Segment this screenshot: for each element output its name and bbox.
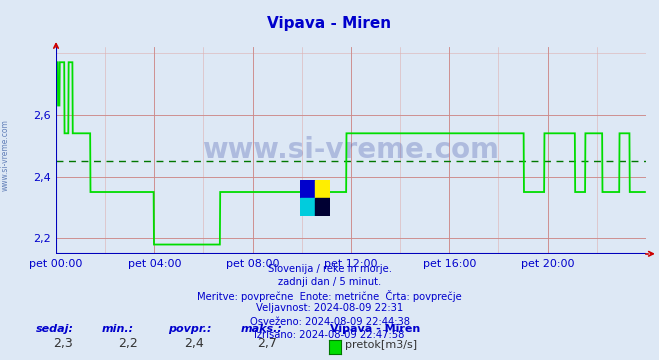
Text: Osveženo: 2024-08-09 22:44:38: Osveženo: 2024-08-09 22:44:38 bbox=[250, 317, 409, 327]
Text: www.si-vreme.com: www.si-vreme.com bbox=[202, 136, 500, 164]
Text: 2,7: 2,7 bbox=[257, 337, 277, 350]
Bar bbox=[315, 198, 330, 216]
Text: Vipava - Miren: Vipava - Miren bbox=[330, 324, 420, 334]
Bar bbox=[315, 180, 330, 198]
Text: zadnji dan / 5 minut.: zadnji dan / 5 minut. bbox=[278, 277, 381, 287]
Text: 2,2: 2,2 bbox=[119, 337, 138, 350]
Text: www.si-vreme.com: www.si-vreme.com bbox=[1, 119, 10, 191]
Text: Veljavnost: 2024-08-09 22:31: Veljavnost: 2024-08-09 22:31 bbox=[256, 303, 403, 314]
Text: min.:: min.: bbox=[102, 324, 134, 334]
Text: pretok[m3/s]: pretok[m3/s] bbox=[345, 340, 416, 350]
Text: Meritve: povprečne  Enote: metrične  Črta: povprečje: Meritve: povprečne Enote: metrične Črta:… bbox=[197, 290, 462, 302]
Text: Slovenija / reke in morje.: Slovenija / reke in morje. bbox=[268, 264, 391, 274]
Text: Vipava - Miren: Vipava - Miren bbox=[268, 16, 391, 31]
Text: 2,4: 2,4 bbox=[185, 337, 204, 350]
Text: povpr.:: povpr.: bbox=[168, 324, 212, 334]
Text: sedaj:: sedaj: bbox=[36, 324, 74, 334]
Bar bbox=[300, 180, 315, 198]
Text: maks.:: maks.: bbox=[241, 324, 283, 334]
Text: Izrisano: 2024-08-09 22:47:58: Izrisano: 2024-08-09 22:47:58 bbox=[254, 330, 405, 340]
Bar bbox=[300, 198, 315, 216]
Text: 2,3: 2,3 bbox=[53, 337, 72, 350]
